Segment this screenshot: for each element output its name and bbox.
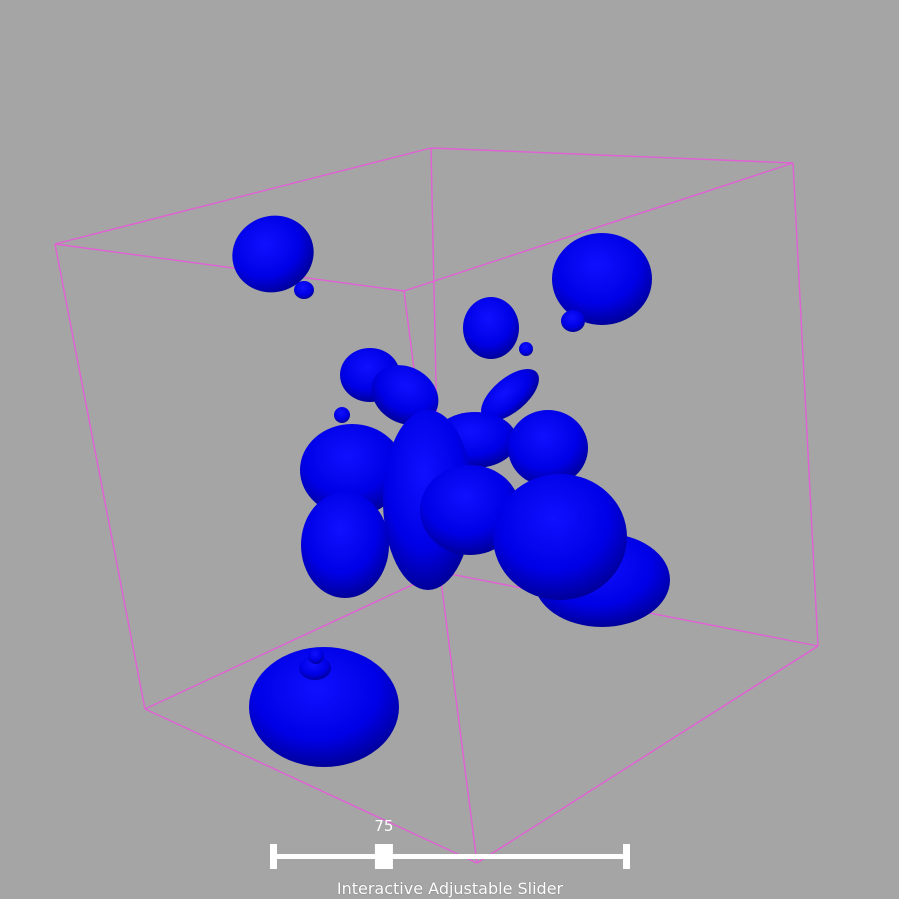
- isosurface-blob: [493, 474, 627, 600]
- isosurface-blob: [508, 410, 588, 486]
- isosurface-blob: [552, 233, 652, 325]
- isosurface-blob: [481, 369, 539, 421]
- slider-left-cap: [270, 844, 277, 869]
- isosurface-blob: [308, 648, 324, 664]
- isosurface-blob: [300, 424, 404, 516]
- isosurface-blob: [463, 297, 519, 359]
- isosurface-blob: [371, 365, 439, 425]
- isosurface-blob: [561, 310, 585, 332]
- isosurface-blob: [519, 342, 533, 356]
- slider-track[interactable]: [273, 854, 627, 859]
- isosurface[interactable]: [221, 204, 670, 767]
- isosurface-blob: [249, 647, 399, 767]
- slider-title: Interactive Adjustable Slider: [336, 879, 564, 898]
- isosurface-blob: [301, 492, 389, 598]
- isosurface-blob: [294, 281, 314, 299]
- slider-value-label: 75: [374, 817, 394, 835]
- isosurface-blob: [334, 407, 350, 423]
- isosurface-blob: [232, 215, 314, 293]
- slider-handle[interactable]: [374, 844, 393, 869]
- isosurface-blob: [299, 656, 331, 680]
- slider-widget[interactable]: [270, 844, 630, 869]
- slider-right-cap: [623, 844, 630, 869]
